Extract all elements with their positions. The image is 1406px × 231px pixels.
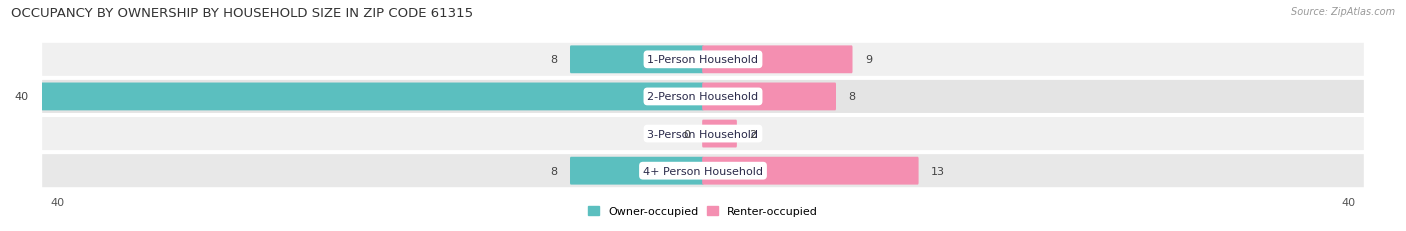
FancyBboxPatch shape [41,83,704,111]
FancyBboxPatch shape [42,81,1364,113]
FancyBboxPatch shape [569,157,704,185]
Text: 2-Person Household: 2-Person Household [647,92,759,102]
Text: 40: 40 [15,92,30,102]
Text: 40: 40 [51,198,65,207]
Text: 9: 9 [865,55,872,65]
Text: 0: 0 [683,129,690,139]
Text: 8: 8 [551,55,558,65]
Text: 2: 2 [749,129,756,139]
Text: 13: 13 [931,166,945,176]
Legend: Owner-occupied, Renter-occupied: Owner-occupied, Renter-occupied [588,206,818,216]
FancyBboxPatch shape [702,46,852,74]
Text: OCCUPANCY BY OWNERSHIP BY HOUSEHOLD SIZE IN ZIP CODE 61315: OCCUPANCY BY OWNERSHIP BY HOUSEHOLD SIZE… [11,7,474,20]
Text: 4+ Person Household: 4+ Person Household [643,166,763,176]
FancyBboxPatch shape [702,120,737,148]
Text: Source: ZipAtlas.com: Source: ZipAtlas.com [1291,7,1395,17]
FancyBboxPatch shape [702,83,837,111]
FancyBboxPatch shape [702,157,918,185]
Text: 3-Person Household: 3-Person Household [648,129,758,139]
FancyBboxPatch shape [42,118,1364,150]
Text: 40: 40 [1341,198,1355,207]
Text: 8: 8 [848,92,855,102]
FancyBboxPatch shape [42,155,1364,187]
FancyBboxPatch shape [42,44,1364,76]
Text: 1-Person Household: 1-Person Household [648,55,758,65]
Text: 8: 8 [551,166,558,176]
FancyBboxPatch shape [569,46,704,74]
